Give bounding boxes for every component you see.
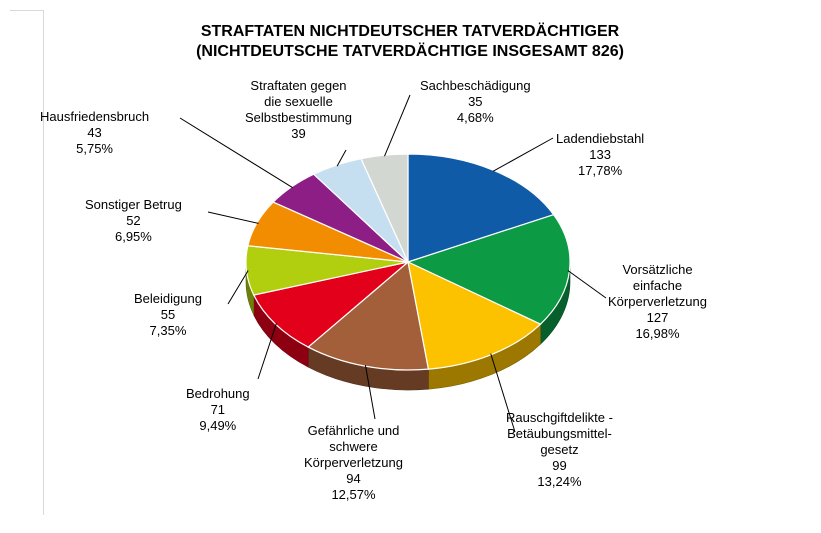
slice-label-8: Straftaten gegen die sexuelle Selbstbestim… bbox=[245, 78, 352, 142]
slice-label-text: Betäubungsmittel- bbox=[507, 426, 612, 441]
slice-value: 52 bbox=[126, 213, 141, 228]
chart-title: STRAFTATEN NICHTDEUTSCHER TATVERDÄCHTIGE… bbox=[200, 23, 620, 40]
slice-percent: 7,35% bbox=[149, 323, 187, 338]
leader-line-3 bbox=[364, 364, 376, 420]
pie-slice-1 bbox=[406, 213, 571, 325]
slice-label-text: Ladendiebstahl bbox=[556, 131, 645, 146]
slice-label-text: Selbstbestimmung bbox=[245, 110, 352, 125]
slice-label-9: Sachbeschädigung 35 4,68% bbox=[420, 78, 531, 126]
slice-value: 39 bbox=[291, 126, 306, 141]
slice-label-text: Bedrohung bbox=[186, 386, 250, 401]
leader-line-1 bbox=[567, 270, 607, 299]
slice-label-text: einfache bbox=[632, 278, 683, 293]
chart-title-block: STRAFTATEN NICHTDEUTSCHER TATVERDÄCHTIGE… bbox=[100, 22, 720, 62]
slice-percent: 17,78% bbox=[578, 163, 623, 178]
frame-border-tick bbox=[10, 10, 44, 11]
slice-label-text: gesetz bbox=[540, 442, 579, 457]
slice-percent: 5,75% bbox=[76, 141, 113, 156]
pie-slice-4 bbox=[252, 261, 409, 348]
slice-label-text: Körperverletzung bbox=[608, 294, 707, 309]
leader-line-8 bbox=[336, 149, 347, 167]
slice-label-text: Körperverletzung bbox=[304, 455, 403, 470]
slice-value: 43 bbox=[87, 125, 102, 140]
frame-border-line bbox=[43, 10, 44, 515]
slice-label-text: Rauschgiftdelikte - bbox=[506, 410, 613, 425]
leader-line-0 bbox=[492, 137, 554, 172]
slice-percent: 4,68% bbox=[456, 110, 494, 125]
slice-label-7: Hausfriedensbruch 43 5,75% bbox=[40, 109, 149, 157]
slice-label-1: Vorsätzliche einfache Körperverletzung 127 1… bbox=[608, 262, 707, 342]
slice-percent: 12,57% bbox=[331, 487, 376, 502]
slice-label-text: Vorsätzliche bbox=[622, 262, 693, 277]
leader-line-4 bbox=[257, 323, 277, 380]
slice-label-text: Beleidigung bbox=[134, 291, 202, 306]
slice-value: 94 bbox=[346, 471, 361, 486]
slice-label-text: Sonstiger Betrug bbox=[85, 197, 182, 212]
slice-percent: 16,98% bbox=[635, 326, 680, 341]
slice-label-text: Sachbeschädigung bbox=[420, 78, 531, 93]
slice-label-3: Gefährliche und schwere Körperverletzung 94… bbox=[304, 423, 403, 503]
leader-line-6 bbox=[207, 211, 259, 224]
slice-percent: 6,95% bbox=[114, 229, 152, 244]
pie-slice-9 bbox=[360, 153, 409, 263]
slice-label-0: Ladendiebstahl 133 17,78% bbox=[556, 131, 644, 179]
leader-line-9 bbox=[384, 94, 411, 157]
leader-lines bbox=[179, 94, 607, 433]
slice-label-2: Rauschgiftdelikte - Betäubungsmittel-gese… bbox=[506, 410, 613, 490]
slice-label-text: Hausfriedensbruch bbox=[40, 109, 150, 124]
slice-value: 71 bbox=[210, 402, 226, 417]
slice-label-text: Gefährliche und bbox=[307, 423, 400, 438]
chart-subtitle: (NICHTDEUTSCHE TATVERDÄCHTIGE INSGESAMT … bbox=[196, 43, 624, 60]
slice-value: 99 bbox=[552, 458, 567, 473]
slice-value: 55 bbox=[160, 307, 176, 322]
leader-line-5 bbox=[227, 270, 249, 305]
slice-label-4: Bedrohung 71 9,49% bbox=[186, 386, 250, 434]
slice-label-6: Sonstiger Betrug 52 6,95% bbox=[85, 197, 182, 245]
slice-percent: 9,49% bbox=[199, 418, 237, 433]
slice-percent: 13,24% bbox=[537, 474, 582, 489]
leader-line-2 bbox=[490, 353, 516, 433]
pie-top bbox=[245, 153, 571, 371]
slice-label-text: Straftaten gegen bbox=[250, 78, 347, 93]
slice-value: 35 bbox=[468, 94, 483, 109]
slice-value: 133 bbox=[589, 147, 611, 162]
slice-label-text: die sexuelle bbox=[264, 94, 333, 109]
slice-label-5: Beleidigung 55 7,35% bbox=[134, 291, 202, 339]
leader-line-7 bbox=[179, 117, 293, 189]
pie-slice-3 bbox=[307, 260, 430, 371]
slice-value: 127 bbox=[646, 310, 669, 325]
slice-label-text: schwere bbox=[329, 439, 378, 454]
